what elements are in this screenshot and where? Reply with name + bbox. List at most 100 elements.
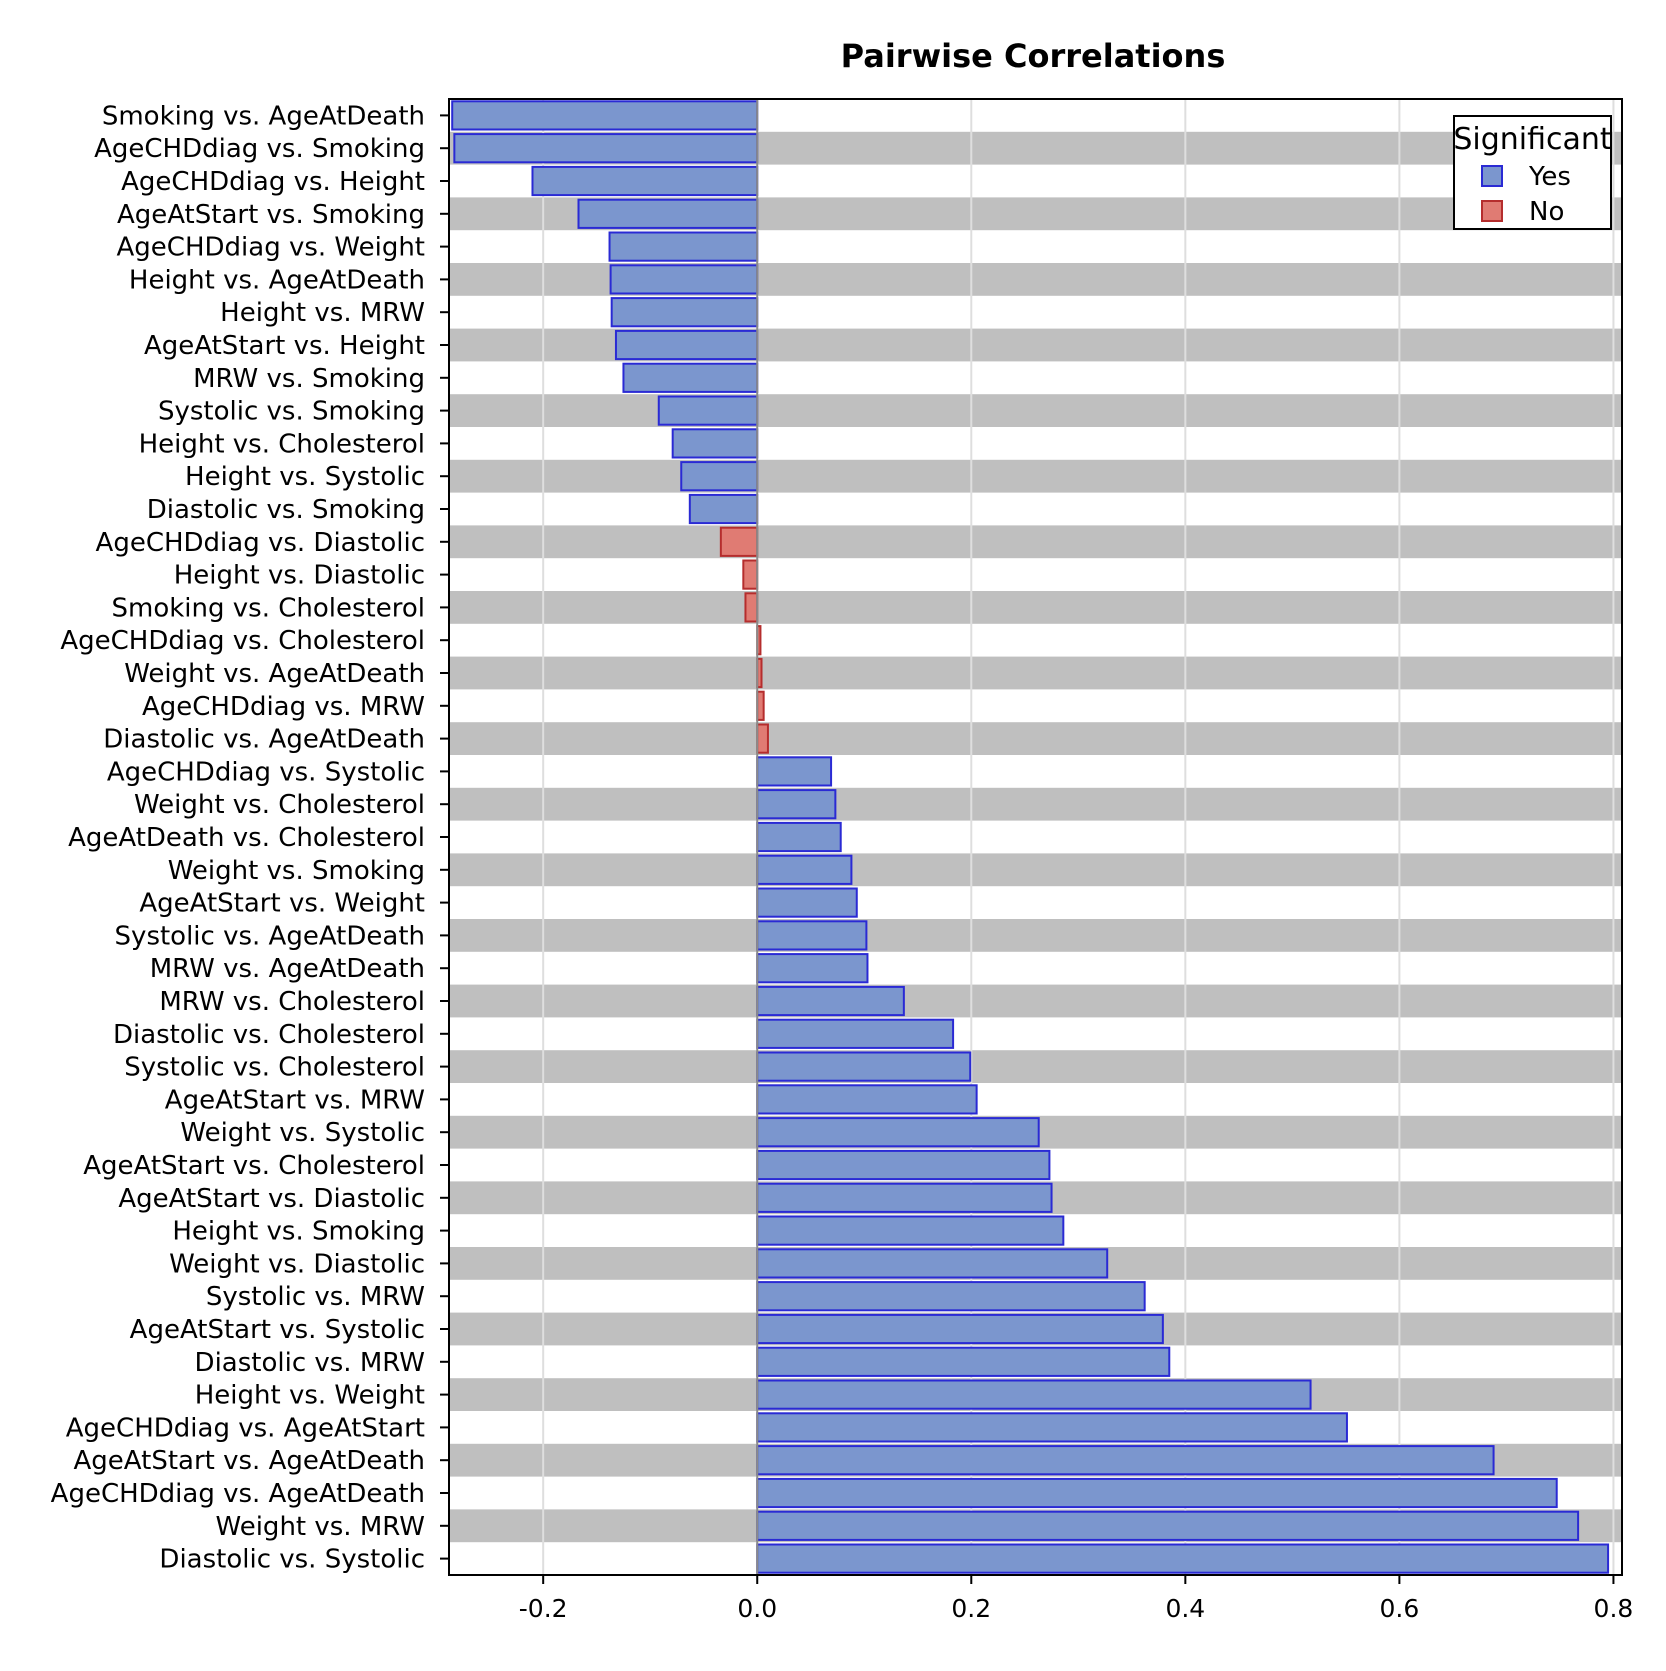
category-label: AgeAtDeath vs. Cholesterol [68,823,425,853]
category-label: Height vs. AgeAtDeath [129,265,425,295]
x-axis: -0.2 0.0 0.2 0.4 0.6 0.8 [519,1575,1634,1623]
bar [756,1149,1051,1181]
legend-title: Significant [1453,122,1612,157]
bar [657,395,759,426]
bar [451,100,759,131]
category-label: Height vs. Cholesterol [139,429,425,459]
row-band [449,525,1622,559]
chart-title: Pairwise Correlations [841,37,1226,75]
category-label: AgeAtStart vs. MRW [165,1085,425,1115]
category-label: AgeCHDdiag vs. Diastolic [96,528,425,558]
category-label: AgeCHDdiag vs. Smoking [94,134,425,164]
legend-label-yes: Yes [1528,162,1571,192]
category-label: AgeAtStart vs. Systolic [130,1315,425,1345]
bar [756,1477,1558,1509]
bar [756,920,868,951]
category-label: Systolic vs. AgeAtDeath [115,921,425,951]
bar [742,559,759,590]
category-label: MRW vs. Cholesterol [159,987,425,1017]
row-band [449,656,1622,690]
category-label: AgeAtStart vs. AgeAtDeath [74,1446,425,1476]
category-label: AgeCHDdiag vs. Weight [117,233,425,263]
category-label: Height vs. MRW [220,298,425,328]
x-tick-label: 0.6 [1380,1594,1420,1623]
bar [756,789,837,820]
bar [756,756,833,787]
category-label: Height vs. Systolic [185,462,425,492]
category-label: Height vs. Weight [195,1381,425,1411]
category-label: Systolic vs. Cholesterol [124,1053,425,1083]
category-label: AgeAtStart vs. Weight [139,889,425,919]
bar [756,1313,1164,1345]
x-tick-label: 0.8 [1594,1594,1634,1623]
category-label: AgeCHDdiag vs. Cholesterol [60,626,425,656]
bar [577,198,759,229]
bar [453,133,759,164]
x-tick-label: 0.4 [1165,1594,1205,1623]
category-label: AgeAtStart vs. Cholesterol [83,1151,425,1181]
category-label: AgeCHDdiag vs. MRW [142,692,425,722]
bar [756,1051,972,1082]
bar [756,1084,978,1115]
legend-label-no: No [1529,197,1564,227]
category-label: AgeCHDdiag vs. Height [121,167,425,197]
bar [622,362,759,393]
bars [451,100,1610,1574]
bar [756,1215,1065,1246]
bar [744,592,759,623]
category-label: MRW vs. AgeAtDeath [150,954,425,984]
category-label: Height vs. Diastolic [174,561,425,591]
bar [756,1379,1312,1410]
category-label: Diastolic vs. AgeAtDeath [103,725,425,755]
category-label: Weight vs. AgeAtDeath [124,659,425,689]
bar [688,493,759,525]
category-label: Diastolic vs. Cholesterol [113,1020,425,1050]
x-tick-label: 0.0 [737,1594,777,1623]
bar [756,985,905,1017]
category-label: Diastolic vs. MRW [195,1348,425,1378]
bar [609,264,759,295]
bar [756,1412,1348,1443]
category-label: Weight vs. Cholesterol [134,790,425,820]
bar [756,1510,1580,1541]
row-band [449,459,1622,493]
bar [756,1182,1053,1213]
bar [680,461,759,492]
bar [756,1117,1040,1148]
bar [756,821,842,853]
legend: Significant Yes No [1453,115,1612,230]
x-tick-label: -0.2 [519,1594,568,1623]
gridlines [542,99,1615,1575]
legend-box [1453,115,1612,230]
bar [614,329,759,361]
category-label: AgeAtStart vs. Height [144,331,425,361]
bar [756,1248,1109,1279]
row-band [449,919,1622,952]
bar [756,1018,955,1049]
bar [756,723,769,754]
bar [531,165,759,197]
row-band [449,984,1622,1018]
category-label: Weight vs. Smoking [168,856,425,886]
bar [719,526,759,557]
row-band [449,787,1622,821]
bar [610,297,759,328]
category-label: Smoking vs. Cholesterol [112,593,425,623]
row-band [449,394,1622,427]
category-label: AgeAtStart vs. Diastolic [118,1184,425,1214]
category-label: Diastolic vs. Systolic [159,1545,425,1575]
category-label: AgeAtStart vs. Smoking [117,200,425,230]
bar [756,1346,1171,1377]
category-label: Smoking vs. AgeAtDeath [102,101,425,131]
row-band [449,722,1622,755]
category-label: AgeCHDdiag vs. AgeAtDeath [51,1479,425,1509]
bar [756,854,853,885]
legend-swatch-no [1481,200,1503,222]
bar [756,887,858,918]
category-label: MRW vs. Smoking [193,364,425,394]
category-label: Weight vs. Diastolic [169,1249,425,1279]
category-label: AgeCHDdiag vs. Systolic [107,757,425,787]
category-label: AgeCHDdiag vs. AgeAtStart [66,1413,425,1443]
